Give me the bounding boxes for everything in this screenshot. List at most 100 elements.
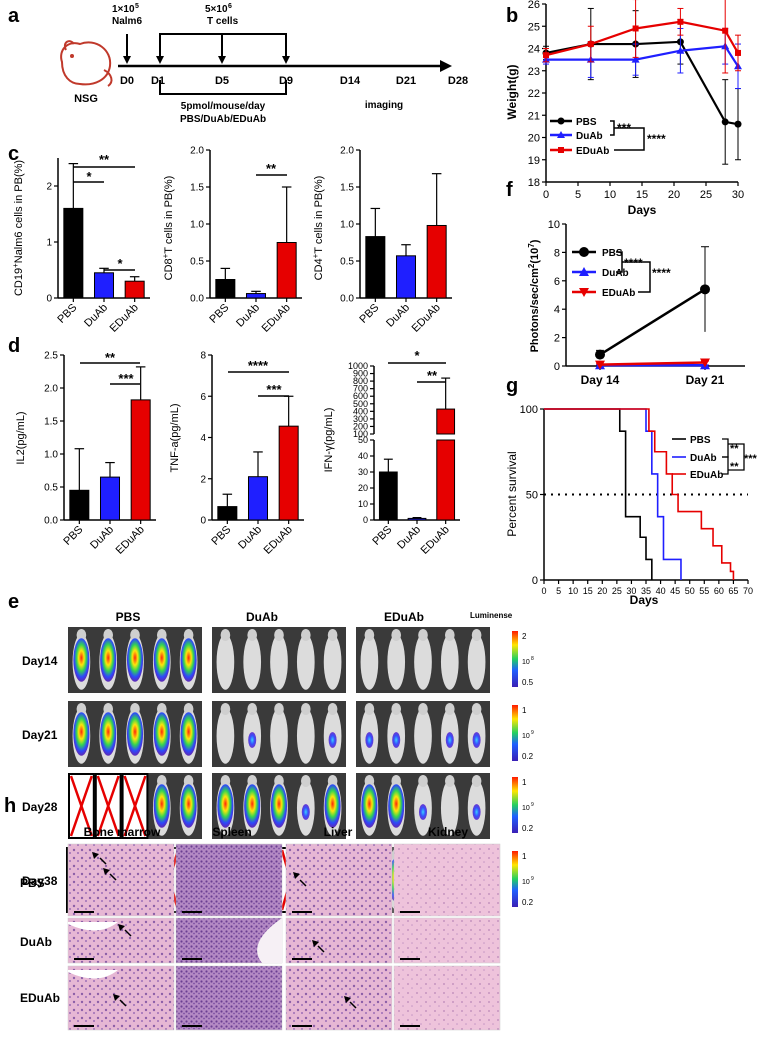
data-point <box>721 118 729 126</box>
histology-row-DuAb: DuAb <box>20 935 52 949</box>
y-tick-label: 1.5 <box>190 183 204 194</box>
mouse-head <box>418 703 428 715</box>
mouse-head <box>444 775 455 787</box>
sig-label: **** <box>647 132 666 146</box>
histology-image <box>67 843 175 917</box>
panel-label-d: d <box>8 335 20 357</box>
mouse-head <box>220 629 231 641</box>
mouse-head <box>391 703 402 715</box>
luminescence-signal <box>180 638 197 682</box>
mouse-body <box>243 634 262 690</box>
ylabel-sup: + <box>311 253 320 258</box>
luminescence-signal <box>270 784 288 828</box>
sig-label: ** <box>730 461 739 473</box>
mouse-head <box>364 629 375 641</box>
day-row-label-Day14: Day14 <box>22 654 58 668</box>
mouse-head <box>364 703 375 715</box>
histology-image <box>285 917 393 964</box>
histology-image <box>175 843 283 917</box>
arrow-indicator <box>349 1001 357 1009</box>
ylabel-sup: 2 <box>527 263 536 268</box>
luminescence-scale <box>512 705 518 761</box>
sig-bracket <box>722 438 729 458</box>
x-tick-label-PBS: PBS <box>207 302 231 326</box>
y-axis-label: Photons/sec/cm2(107) <box>527 239 541 352</box>
arrowhead-icon <box>344 996 351 1003</box>
legend-marker <box>557 131 565 138</box>
day-label-D1: D1 <box>151 75 165 87</box>
tcell-name: T cells <box>207 16 239 27</box>
ylabel-sup: + <box>11 263 20 268</box>
mouse-body <box>216 708 235 764</box>
arrow-head <box>156 56 164 64</box>
x-tick-label: 10 <box>604 189 616 201</box>
legend-label: DuAb <box>602 268 629 279</box>
arrow-head <box>123 56 131 64</box>
mouse-head <box>471 629 482 641</box>
series-line-PBS <box>599 288 706 356</box>
tcell-dose: 5×10 <box>205 4 228 15</box>
y-tick-label: 21 <box>528 110 540 122</box>
y-tick-label: 2 <box>554 333 560 345</box>
day-row-label-Day38: Day38 <box>22 874 58 888</box>
y-tick-label: 40 <box>358 451 368 461</box>
mouse-head <box>76 703 87 715</box>
luminescence-scale <box>512 851 518 907</box>
x-tick-label-DuAb: DuAb <box>82 302 110 330</box>
y-axis-label: CD8+T cells in PB(%) <box>161 176 175 281</box>
luminescence-signal <box>445 732 454 748</box>
bar-PBS <box>63 207 84 299</box>
mouse-body <box>414 708 432 764</box>
luminescence-scale <box>512 631 518 687</box>
scale-min: 0.2 <box>522 752 534 761</box>
y-tick-label: 0.5 <box>44 483 58 494</box>
mouse-head <box>444 703 455 715</box>
y-tick-label: 1.0 <box>190 220 204 231</box>
x-tick-label-EDuAb: EDuAb <box>410 302 443 335</box>
data-point <box>595 360 605 370</box>
x-tick-label: 70 <box>743 586 753 596</box>
mouse-body <box>323 634 342 690</box>
y-tick-label: 900 <box>353 369 368 379</box>
treatment-bracket <box>159 80 287 95</box>
panel-label-b: b <box>506 5 518 27</box>
y-tick-label: 400 <box>353 406 368 416</box>
data-point <box>631 55 640 63</box>
y-tick-label: 20 <box>528 133 540 145</box>
x-tick-label: 35 <box>641 586 651 596</box>
x-tick-label-EDuAb: EDuAb <box>108 302 141 335</box>
y-tick-label: 23 <box>528 66 540 78</box>
y-axis-label: CD19+Nalm6 cells in PB(%) <box>11 160 25 296</box>
luminescence-signal <box>328 732 337 748</box>
sig-label: **** <box>652 266 671 280</box>
x-tick-label: 10 <box>568 586 578 596</box>
y-tick-label: 0 <box>363 515 368 525</box>
nalm6-exp: 5 <box>135 3 139 10</box>
arrowhead-icon <box>312 940 319 947</box>
histology-image <box>285 965 393 1031</box>
panel-label-a: a <box>8 5 20 27</box>
data-point <box>676 46 685 54</box>
y-tick-label: 25 <box>528 21 540 33</box>
group-title-DuAb: DuAb <box>246 610 278 624</box>
mouse-head <box>391 775 402 787</box>
y-tick-label: 0 <box>532 575 538 587</box>
sig-label: **** <box>624 256 643 270</box>
y-tick-label: 0.5 <box>190 257 204 268</box>
luminescence-signal <box>73 638 90 682</box>
x-tick-label: 45 <box>670 586 680 596</box>
luminescence-signal <box>365 732 374 748</box>
data-point <box>595 349 605 360</box>
x-axis-label: Days <box>628 203 657 217</box>
legend-marker <box>579 247 589 257</box>
day-label-D0: D0 <box>120 75 134 87</box>
scale-exp-sup: 8 <box>531 656 534 662</box>
day-label-D5: D5 <box>215 75 229 87</box>
data-point <box>543 52 549 59</box>
panel-label-g: g <box>506 375 518 397</box>
arrowhead-icon <box>92 852 99 859</box>
dead-cross <box>123 775 147 837</box>
mouse-body <box>387 634 406 690</box>
